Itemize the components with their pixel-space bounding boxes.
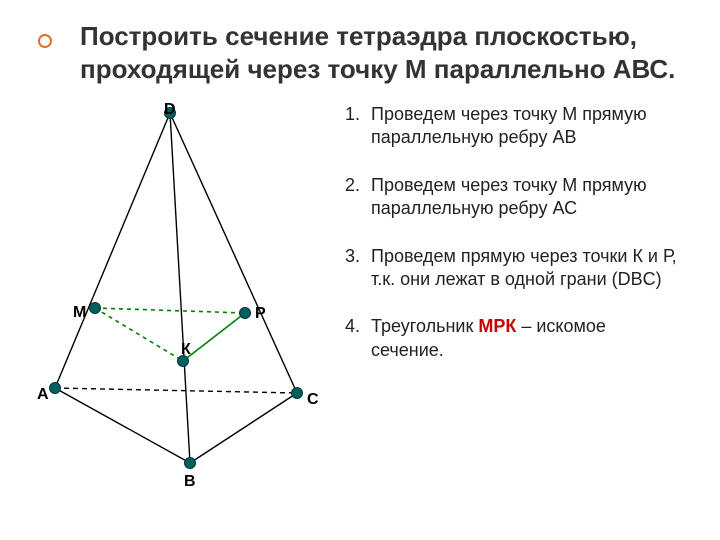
steps-list: 1. Проведем через точку М прямую паралле… bbox=[335, 103, 680, 483]
diagram-svg bbox=[25, 103, 335, 483]
vertex-label-K: К bbox=[181, 341, 191, 359]
content-row: DABCMКP 1. Проведем через точку М прямую… bbox=[40, 103, 680, 483]
step-num: 1. bbox=[345, 103, 371, 150]
title-bullet bbox=[38, 34, 52, 48]
step-text: Проведем через точку М прямую параллельн… bbox=[371, 103, 680, 150]
vertex-label-A: A bbox=[37, 386, 49, 404]
step4-highlight: МРК bbox=[478, 316, 516, 336]
step-4: 4. Треугольник МРК – искомое сечение. bbox=[345, 315, 680, 362]
step-text: Треугольник МРК – искомое сечение. bbox=[371, 315, 680, 362]
vertex-label-P: P bbox=[255, 305, 266, 323]
page-title: Построить сечение тетраэдра плоскостью, … bbox=[80, 20, 680, 85]
step-text: Проведем через точку М прямую параллельн… bbox=[371, 174, 680, 221]
step4-before: Треугольник bbox=[371, 316, 478, 336]
step-num: 4. bbox=[345, 315, 371, 362]
step-2: 2. Проведем через точку М прямую паралле… bbox=[345, 174, 680, 221]
step-3: 3. Проведем прямую через точки К и Р, т.… bbox=[345, 245, 680, 292]
step-num: 3. bbox=[345, 245, 371, 292]
step-1: 1. Проведем через точку М прямую паралле… bbox=[345, 103, 680, 150]
vertex-label-M: M bbox=[73, 304, 86, 322]
tetrahedron-diagram: DABCMКP bbox=[25, 103, 335, 483]
vertex-label-B: B bbox=[184, 473, 196, 491]
vertex-label-D: D bbox=[164, 101, 176, 119]
step-text: Проведем прямую через точки К и Р, т.к. … bbox=[371, 245, 680, 292]
step-num: 2. bbox=[345, 174, 371, 221]
vertex-label-C: C bbox=[307, 391, 319, 409]
